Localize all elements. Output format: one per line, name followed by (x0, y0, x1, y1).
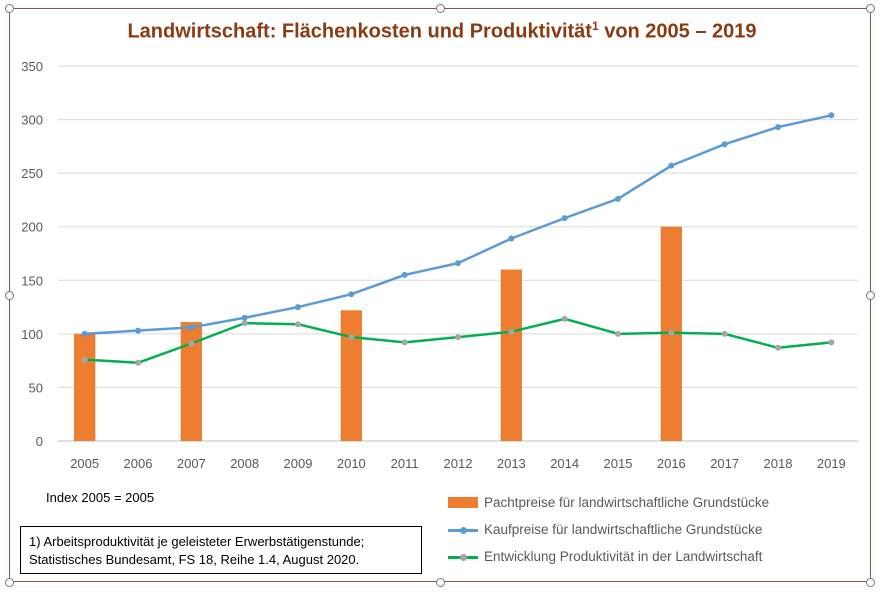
y-tick-label: 350 (21, 59, 43, 74)
y-tick-label: 200 (21, 220, 43, 235)
kaufpreise-point (721, 141, 728, 148)
resize-handle-top-center[interactable] (436, 4, 445, 13)
produktivitaet-point (615, 330, 621, 337)
produktivitaet-point (295, 321, 301, 328)
x-tick-label: 2015 (604, 456, 633, 471)
bar-pachtpreise (340, 310, 362, 441)
legend-label-produktivitaet: Entwicklung Produktivität in der Landwir… (484, 549, 763, 564)
kaufpreise-point (241, 314, 248, 321)
produktivitaet-point (241, 320, 248, 327)
x-tick-label: 2006 (124, 456, 153, 471)
x-tick-label: 2008 (230, 456, 259, 471)
x-tick-label: 2019 (817, 456, 846, 471)
x-tick-label: 2010 (337, 456, 366, 471)
chart-title[interactable]: Landwirtschaft: Flächenkosten und Produk… (0, 19, 884, 44)
footnote-line-1: 1) Arbeitsproduktivität je geleisteter E… (29, 534, 365, 549)
chart-title-text: Landwirtschaft: Flächenkosten und Produk… (127, 20, 592, 43)
resize-handle-middle-right[interactable] (866, 291, 875, 300)
kaufpreise-point (828, 112, 835, 119)
legend-line-swatch-icon (448, 523, 478, 537)
kaufpreise-point (561, 215, 568, 222)
chart-title-range: von 2005 – 2019 (598, 20, 757, 43)
bar-pachtpreise (500, 269, 522, 441)
footnote-box[interactable]: 1) Arbeitsproduktivität je geleisteter E… (20, 526, 422, 574)
kaufpreise-point (348, 291, 355, 298)
produktivitaet-point (775, 344, 781, 351)
resize-handle-top-right[interactable] (866, 4, 875, 13)
kaufpreise-point (775, 124, 781, 131)
kaufpreise-line (84, 114, 832, 336)
produktivitaet-point (455, 334, 461, 341)
x-tick-label: 2009 (284, 456, 313, 471)
kaufpreise-point (81, 330, 88, 337)
resize-handle-top-left[interactable] (5, 4, 14, 13)
legend-entry-kaufpreise[interactable]: Kaufpreise für landwirtschaftliche Grund… (448, 516, 769, 543)
y-tick-label: 150 (21, 273, 43, 288)
produktivitaet-point (348, 334, 355, 341)
produktivitaet-point (721, 330, 728, 337)
x-tick-label: 2011 (391, 456, 419, 471)
legend-entry-produktivitaet[interactable]: Entwicklung Produktivität in der Landwir… (448, 543, 769, 570)
index-note: Index 2005 = 2005 (46, 490, 155, 505)
x-tick-label: 2007 (177, 456, 206, 471)
x-tick-label: 2013 (497, 456, 526, 471)
legend[interactable]: Pachtpreise für landwirtschaftliche Grun… (448, 489, 769, 570)
y-tick-label: 0 (36, 434, 43, 449)
x-tick-label: 2017 (710, 456, 739, 471)
kaufpreise-point (188, 324, 195, 331)
legend-label-pachtpreise: Pachtpreise für landwirtschaftliche Grun… (484, 495, 770, 510)
bar-pachtpreise (180, 322, 202, 441)
resize-handle-bottom-left[interactable] (5, 578, 14, 587)
legend-line-swatch-icon (448, 550, 478, 564)
produktivitaet-point (828, 339, 835, 346)
resize-handle-middle-left[interactable] (5, 291, 14, 300)
y-tick-label: 250 (21, 166, 43, 181)
footnote-line-2: Statistisches Bundesamt, FS 18, Reihe 1.… (29, 552, 360, 567)
x-tick-label: 2016 (657, 456, 686, 471)
y-tick-label: 300 (21, 113, 43, 128)
produktivitaet-point (561, 315, 568, 322)
legend-entry-pachtpreise[interactable]: Pachtpreise für landwirtschaftliche Grun… (448, 489, 769, 516)
produktivitaet-point (668, 329, 675, 336)
kaufpreise-point (401, 271, 408, 278)
x-tick-label: 2018 (764, 456, 793, 471)
legend-label-kaufpreise: Kaufpreise für landwirtschaftliche Grund… (484, 522, 763, 537)
kaufpreise-point (455, 260, 461, 267)
produktivitaet-point (81, 356, 88, 363)
kaufpreise-point (615, 195, 621, 202)
x-tick-label: 2012 (444, 456, 473, 471)
produktivitaet-point (135, 359, 141, 366)
x-tick-label: 2014 (550, 456, 579, 471)
resize-handle-bottom-right[interactable] (866, 578, 875, 587)
kaufpreise-point (135, 327, 141, 334)
produktivitaet-point (401, 339, 408, 346)
kaufpreise-point (295, 304, 301, 311)
resize-handle-bottom-center[interactable] (436, 578, 445, 587)
chart-title-footnote-mark: 1 (591, 19, 599, 33)
produktivitaet-point (508, 328, 515, 335)
kaufpreise-point (508, 235, 515, 242)
bar-pachtpreise (74, 333, 96, 441)
y-tick-label: 100 (21, 327, 43, 342)
x-tick-label: 2005 (70, 456, 99, 471)
y-tick-label: 50 (29, 380, 43, 395)
produktivitaet-point (188, 340, 195, 347)
legend-bar-swatch-icon (448, 496, 478, 510)
kaufpreise-point (668, 162, 675, 169)
